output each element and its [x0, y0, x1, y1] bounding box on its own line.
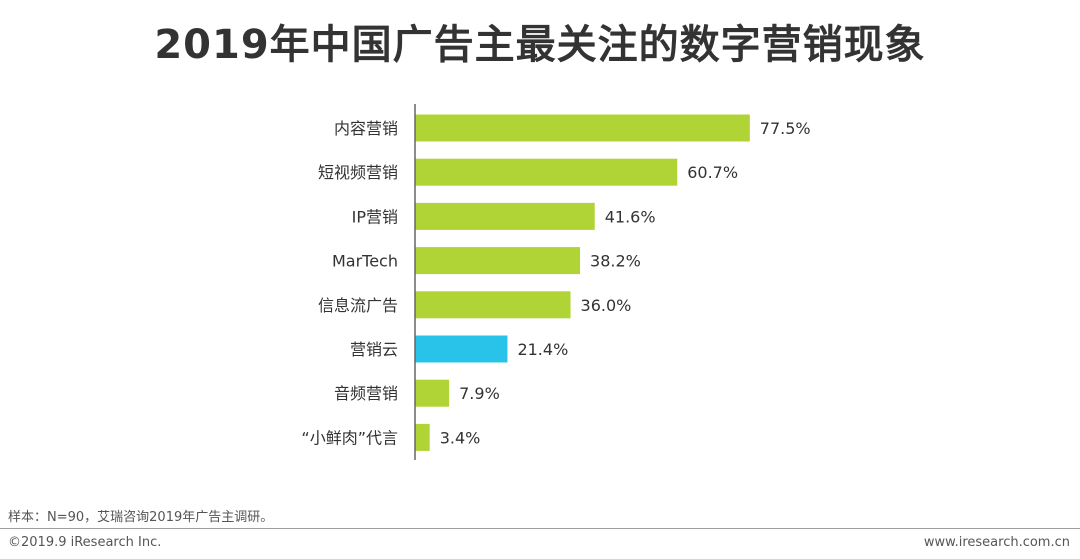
category-label: 内容营销: [334, 119, 398, 138]
chart-title: 2019年中国广告主最关注的数字营销现象: [154, 22, 926, 68]
bar: [415, 423, 430, 451]
data-label: 41.6%: [605, 207, 656, 226]
bar: [415, 158, 678, 186]
category-label: “小鲜肉”代言: [301, 428, 398, 447]
data-label: 7.9%: [459, 384, 500, 403]
footer-divider: [0, 528, 1080, 529]
bar: [415, 379, 450, 407]
category-label: MarTech: [332, 252, 398, 271]
bar: [415, 202, 595, 230]
website-link[interactable]: www.iresearch.com.cn: [923, 535, 1070, 550]
bar: [415, 335, 508, 363]
bar: [415, 247, 581, 275]
data-label: 77.5%: [760, 119, 811, 138]
category-label: 短视频营销: [318, 163, 398, 182]
bar: [415, 291, 571, 319]
category-label: IP营销: [352, 207, 398, 226]
category-label: 音频营销: [334, 384, 398, 403]
bar: [415, 114, 750, 142]
copyright-text: ©2019.9 iResearch Inc.: [8, 535, 162, 550]
category-label: 营销云: [350, 340, 398, 359]
data-label: 21.4%: [517, 340, 568, 359]
sample-note: 样本：N=90，艾瑞咨询2019年广告主调研。: [8, 510, 274, 525]
data-label: 60.7%: [687, 163, 738, 182]
data-label: 36.0%: [581, 296, 632, 315]
data-label: 38.2%: [590, 252, 641, 271]
category-label: 信息流广告: [318, 296, 398, 315]
data-label: 3.4%: [440, 428, 481, 447]
